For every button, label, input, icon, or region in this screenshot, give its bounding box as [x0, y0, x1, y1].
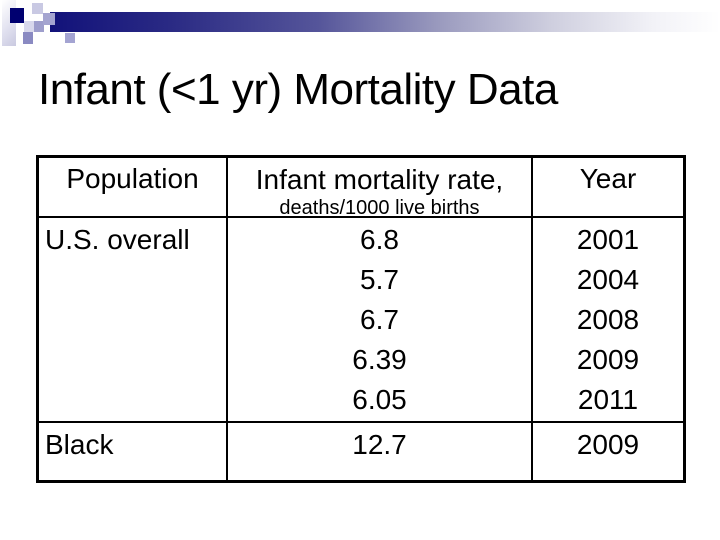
row-us-overall-years: 2001 2004 2008 2009 2011 — [533, 218, 683, 423]
deco-square-lavender-2 — [65, 33, 75, 43]
table-cell-value: 12.7 — [352, 429, 407, 460]
deco-square-navy — [10, 8, 24, 23]
column-header-rate-main: Infant mortality rate, — [255, 164, 504, 195]
table-cell-value: 2009 — [576, 344, 640, 375]
deco-square-pale — [32, 3, 43, 14]
table-cell-value: 6.05 — [352, 384, 407, 415]
table-cell-value: 2004 — [576, 264, 640, 295]
row-black-population: Black — [39, 423, 228, 480]
column-header-population: Population — [39, 158, 228, 218]
table-cell-value: 2009 — [576, 429, 640, 460]
table-cell-value: 2011 — [577, 384, 639, 415]
column-header-rate: Infant mortality rate, deaths/1000 live … — [228, 158, 533, 218]
table-cell-value: 6.7 — [360, 304, 399, 335]
row-us-overall-population: U.S. overall — [39, 218, 228, 423]
column-header-year: Year — [533, 158, 683, 218]
deco-square-dark — [23, 32, 33, 44]
deco-square-medium — [34, 21, 44, 32]
table-cell-value: 6.8 — [360, 224, 399, 255]
table-cell-value: 2008 — [576, 304, 640, 335]
mortality-table: Population Infant mortality rate, deaths… — [36, 155, 686, 483]
deco-square-light — [24, 21, 34, 32]
column-header-rate-subunit: deaths/1000 live births — [279, 197, 480, 218]
row-black-rates: 12.7 — [228, 423, 533, 480]
deco-square-lavender — [43, 13, 55, 25]
header-decoration — [0, 0, 720, 60]
row-black-years: 2009 — [533, 423, 683, 480]
row-us-overall-rates: 6.8 5.7 6.7 6.39 6.05 — [228, 218, 533, 423]
table-cell-value: 5.7 — [360, 264, 399, 295]
slide-title: Infant (<1 yr) Mortality Data — [38, 65, 558, 114]
deco-gradient-bar — [50, 12, 720, 32]
deco-vertical-strip — [2, 0, 16, 46]
table-cell-value: 6.39 — [352, 344, 407, 375]
table-cell-value: 2001 — [576, 224, 640, 255]
